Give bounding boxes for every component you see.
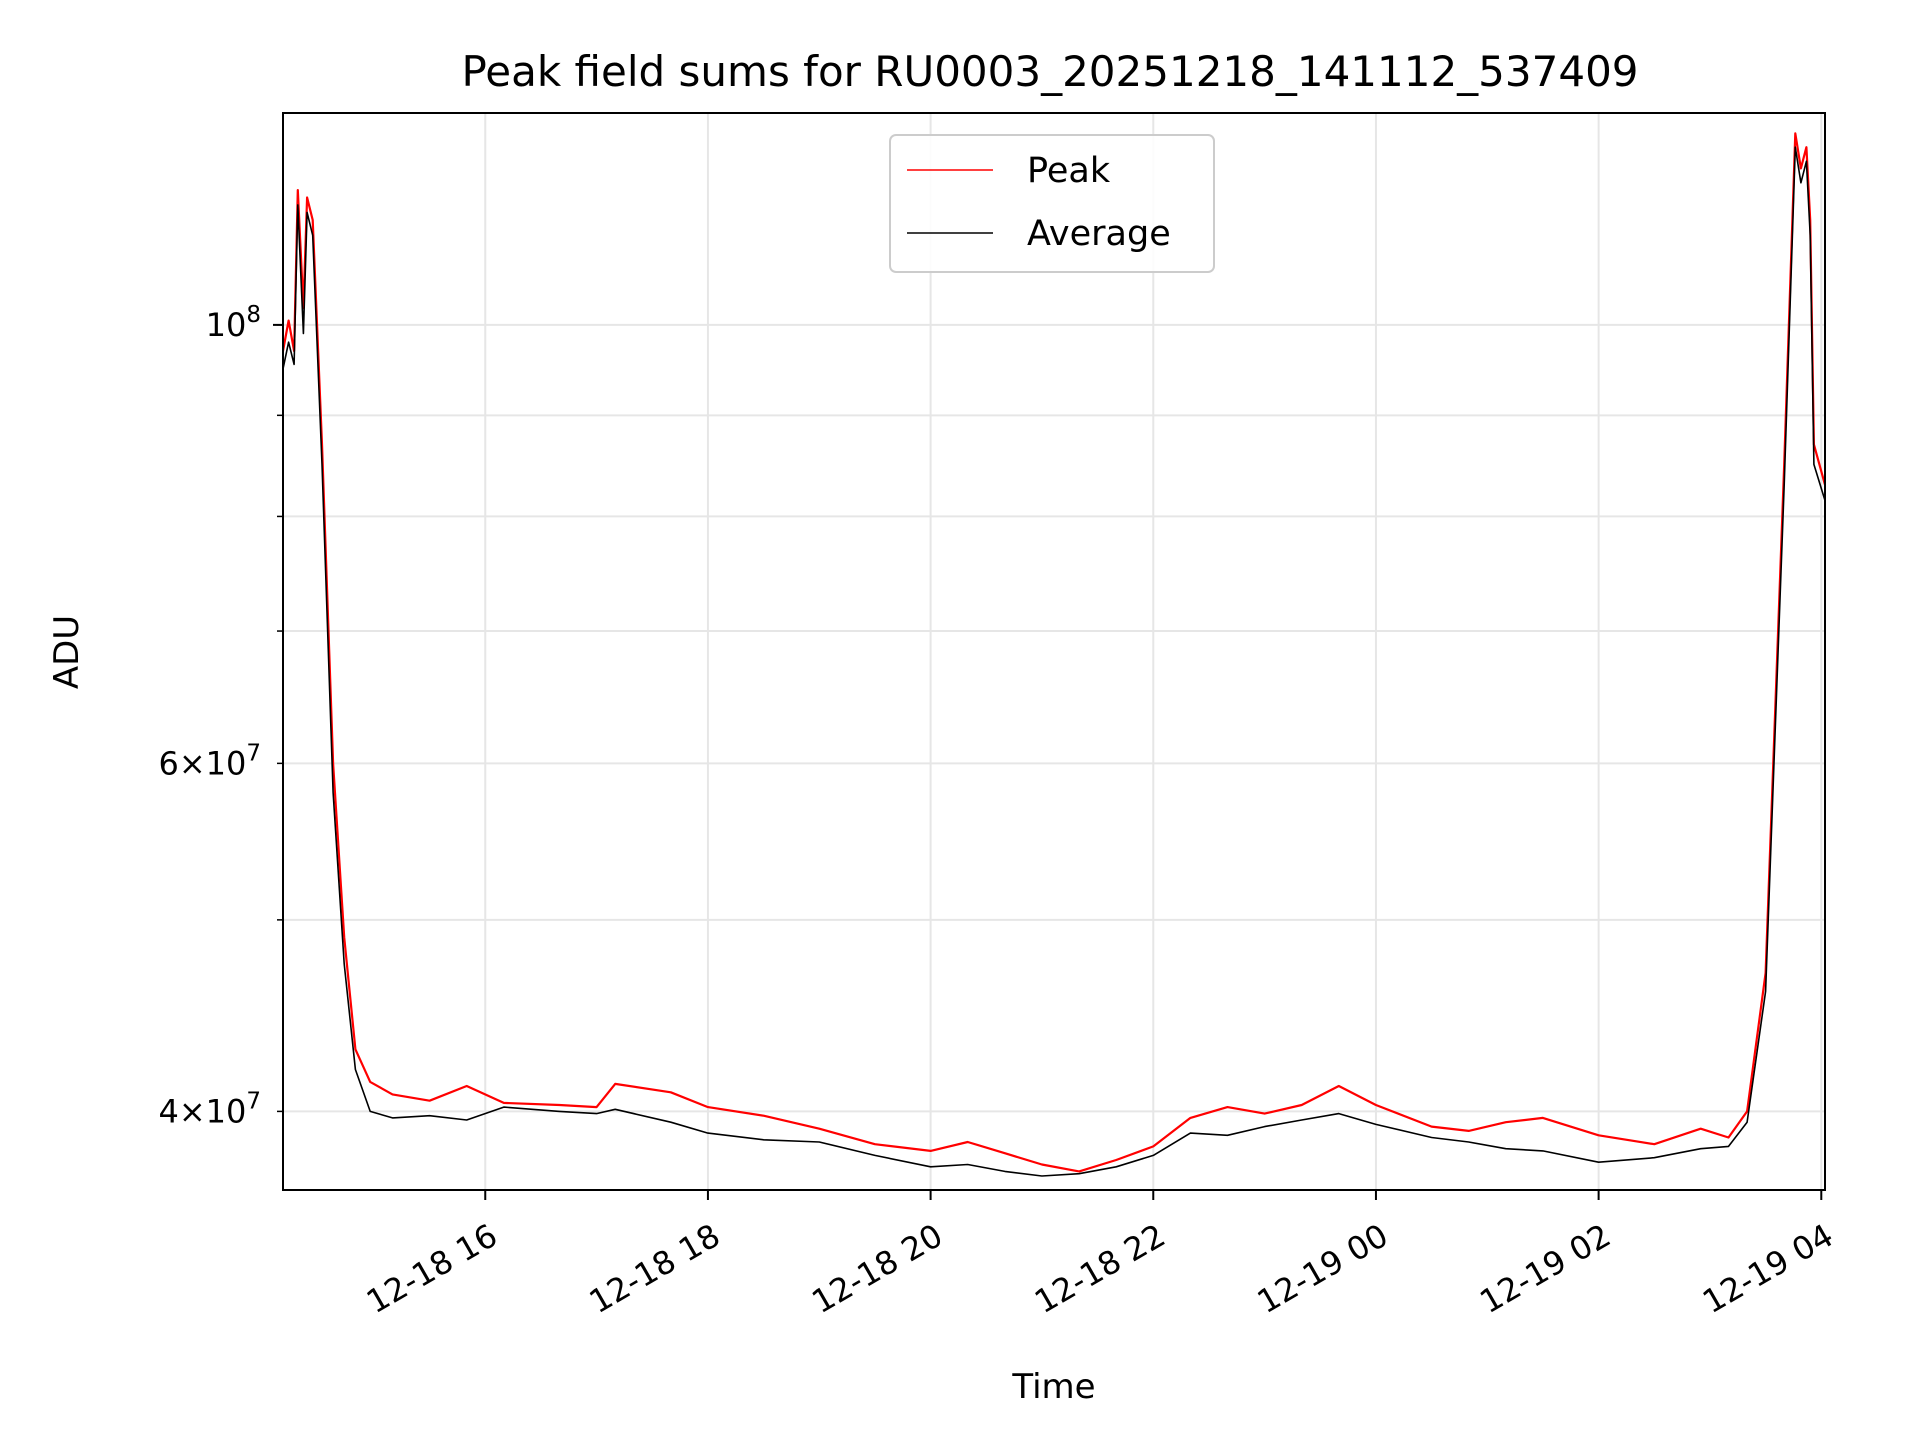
x-axis: 12-18 16 12-18 18 12-18 20 12-18 22 12-19 00… <box>360 1190 1840 1321</box>
x-tick-label: 12-19 04 <box>1696 1216 1840 1321</box>
series-average-line <box>283 146 1825 1177</box>
x-tick-label: 12-18 18 <box>583 1216 727 1321</box>
y-tick-label: 108 <box>206 302 261 344</box>
x-tick-label: 12-19 02 <box>1473 1216 1617 1321</box>
plot-frame <box>282 112 1826 1191</box>
x-axis-label: Time <box>1011 1367 1095 1407</box>
y-axis-label: ADU <box>47 615 87 689</box>
x-tick-label: 12-18 20 <box>805 1216 949 1321</box>
legend-label-peak: Peak <box>1027 151 1111 191</box>
y-tick-label: 4×107 <box>158 1088 261 1130</box>
plot-area <box>283 132 1825 1177</box>
x-tick-label: 12-19 00 <box>1251 1216 1395 1321</box>
legend-label-average: Average <box>1027 214 1171 254</box>
series-peak-line <box>283 132 1825 1173</box>
x-tick-label: 12-18 22 <box>1028 1216 1172 1321</box>
y-axis: 108 4×107 6×107 <box>158 302 283 1130</box>
y-tick-label: 6×107 <box>158 740 261 782</box>
chart-title: Peak field sums for RU0003_20251218_1411… <box>461 47 1638 96</box>
x-tick-label: 12-18 16 <box>360 1216 504 1321</box>
legend: Peak Average <box>889 134 1215 273</box>
grid-lines <box>283 113 1825 1190</box>
